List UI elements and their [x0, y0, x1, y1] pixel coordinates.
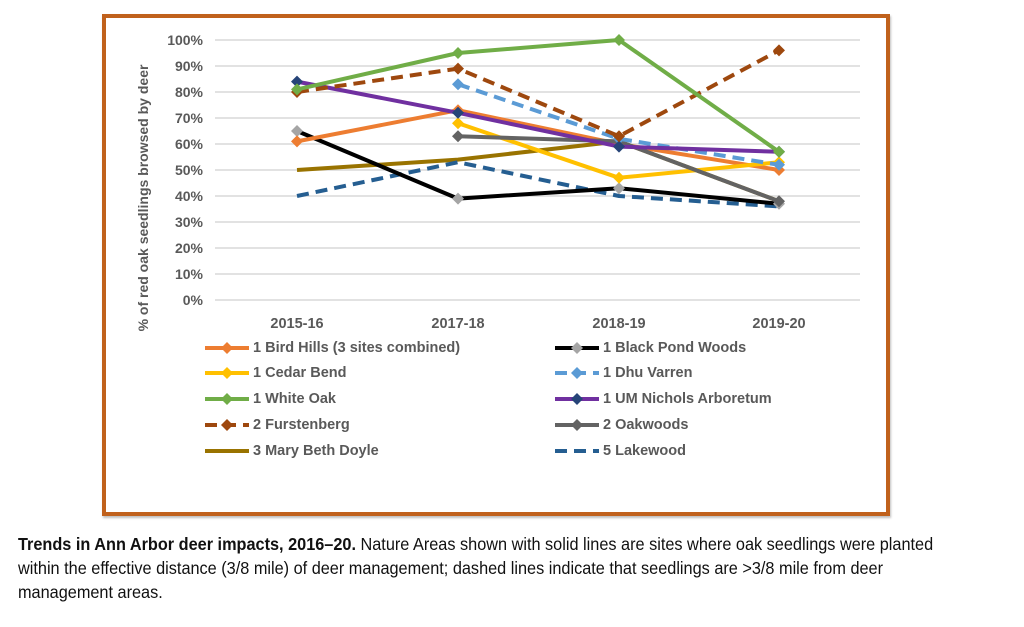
y-tick-label: 20%	[175, 240, 204, 256]
data-point-marker	[452, 47, 464, 59]
y-tick-label: 60%	[175, 136, 204, 152]
caption-title: Trends in Ann Arbor deer impacts, 2016–2…	[18, 534, 356, 554]
y-tick-label: 70%	[175, 110, 204, 126]
data-point-marker	[773, 195, 785, 208]
y-tick-labels: 0% 10% 20% 30% 40% 50% 60% 70% 80% 90% 100%	[167, 32, 203, 308]
legend-label: 1 Black Pond Woods	[603, 340, 747, 356]
legend-swatch	[205, 342, 249, 354]
gridlines	[215, 39, 860, 301]
legend-label: 1 Cedar Bend	[253, 365, 347, 381]
y-tick-label: 50%	[175, 162, 204, 178]
data-point-marker	[613, 182, 625, 195]
series-2-furstenberg	[291, 44, 785, 143]
legend-item: 1 Dhu Varren	[553, 363, 692, 383]
data-point-marker	[613, 171, 625, 184]
legend-item: 3 Mary Beth Doyle	[203, 441, 379, 461]
series-line	[296, 38, 781, 154]
data-point-marker	[291, 125, 303, 137]
legend-label: 1 Dhu Varren	[603, 365, 693, 381]
series-line	[296, 160, 780, 209]
legend-marker	[221, 393, 233, 405]
legend-label: 3 Mary Beth Doyle	[253, 443, 379, 459]
legend-item: 1 UM Nichols Arboretum	[553, 389, 772, 409]
x-tick-label: 2017-18	[431, 316, 484, 332]
data-point-marker	[773, 44, 785, 57]
series-1-white-oak	[291, 34, 785, 158]
legend-swatch	[205, 449, 249, 453]
legend-item: 5 Lakewood	[553, 441, 686, 461]
x-tick-label: 2015-16	[270, 316, 323, 332]
legend-marker	[221, 367, 233, 379]
data-point-marker	[452, 117, 464, 130]
legend-label: 1 UM Nichols Arboretum	[603, 391, 772, 407]
series-line	[296, 129, 780, 206]
legend-swatch	[555, 393, 599, 405]
y-tick-label: 90%	[175, 58, 204, 74]
legend-item: 1 Cedar Bend	[203, 363, 346, 383]
legend-swatch	[555, 367, 599, 379]
legend-marker	[571, 419, 583, 431]
legend-item: 1 Black Pond Woods	[553, 338, 746, 358]
line-chart: 0% 10% 20% 30% 40% 50% 60% 70% 80% 90% 100% 2015-1…	[167, 32, 860, 332]
legend-label: 2 Oakwoods	[603, 417, 689, 433]
y-tick-label: 40%	[175, 188, 204, 204]
legend-swatch	[555, 449, 599, 453]
data-point-marker	[613, 34, 625, 46]
y-axis-label: % of red oak seedlings browsed by deer	[135, 64, 151, 332]
x-tick-label: 2018-19	[592, 316, 645, 332]
y-tick-label: 100%	[167, 32, 203, 48]
data-point-marker	[613, 130, 625, 143]
legend-swatch	[205, 367, 249, 379]
data-point-marker	[452, 62, 464, 75]
legend-marker	[571, 393, 583, 405]
series-line	[296, 48, 780, 139]
series-line	[296, 79, 780, 154]
legend-item: 1 Bird Hills (3 sites combined)	[203, 338, 460, 358]
legend-swatch	[205, 419, 249, 431]
legend-label: 1 White Oak	[253, 391, 336, 407]
y-tick-label: 10%	[175, 266, 204, 282]
data-point-marker	[452, 130, 464, 143]
data-point-marker	[773, 158, 785, 171]
data-point-marker	[452, 192, 464, 205]
legend-label: 2 Furstenberg	[253, 417, 350, 433]
data-point-marker	[773, 145, 785, 158]
series-5-lakewood	[296, 160, 780, 209]
series-line	[296, 108, 780, 172]
x-tick-labels: 2015-16 2017-18 2018-19 2019-20	[270, 316, 805, 332]
legend-swatch	[205, 393, 249, 405]
legend-marker	[571, 342, 583, 354]
legend-swatch	[555, 342, 599, 354]
legend-marker	[221, 419, 233, 431]
data-point-marker	[291, 83, 303, 96]
data-point-marker	[291, 75, 303, 88]
legend-item: 2 Furstenberg	[203, 415, 350, 435]
y-tick-label: 0%	[183, 292, 204, 308]
data-point-marker	[291, 135, 303, 148]
data-point-marker	[452, 78, 464, 91]
legend-marker	[571, 367, 583, 379]
legend-swatch	[555, 419, 599, 431]
legend-marker	[221, 342, 233, 354]
legend-item: 2 Oakwoods	[553, 415, 688, 435]
figure-caption: Trends in Ann Arbor deer impacts, 2016–2…	[18, 532, 939, 604]
y-tick-label: 30%	[175, 214, 204, 230]
legend-label: 1 Bird Hills (3 sites combined)	[253, 340, 461, 356]
series-lines	[291, 34, 785, 210]
data-point-marker	[452, 106, 464, 119]
data-point-marker	[613, 140, 625, 153]
y-tick-label: 80%	[175, 84, 204, 100]
legend-label: 5 Lakewood	[603, 443, 686, 459]
caption-text: Nature Areas shown with solid lines are …	[18, 534, 934, 602]
legend-item: 1 White Oak	[203, 389, 336, 409]
x-tick-label: 2019-20	[752, 316, 805, 332]
